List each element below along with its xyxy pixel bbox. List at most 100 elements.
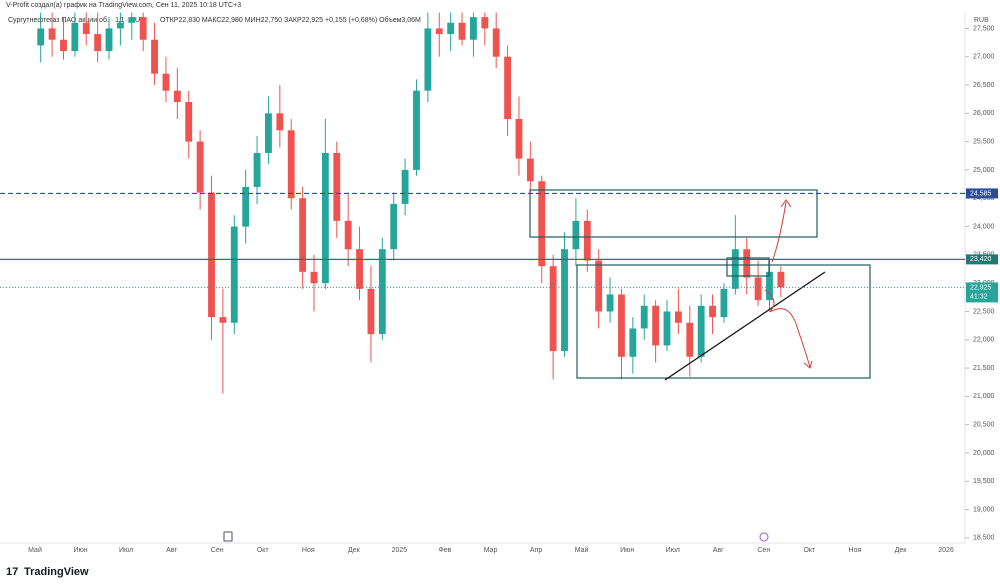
candle-body	[105, 28, 113, 52]
candle-body	[82, 22, 90, 35]
candle-body	[48, 28, 56, 40]
y-tick-label: 20,500	[973, 422, 995, 429]
candle-body	[333, 152, 341, 221]
y-tick-label: 26,000	[973, 110, 995, 117]
candle-body	[424, 28, 432, 91]
x-tick-label: Июн	[73, 547, 87, 554]
y-tick-label: 18,500	[973, 535, 995, 542]
candle-body	[276, 113, 284, 131]
candle-body	[743, 249, 751, 278]
plot	[37, 12, 785, 394]
candle-body	[640, 305, 648, 329]
y-tick-label: 20,000	[973, 450, 995, 457]
attribution: V-Profit создал(а) график на TradingView…	[6, 2, 241, 9]
range-box	[576, 264, 871, 379]
candle-body	[447, 22, 455, 35]
x-tick-label: Май	[28, 546, 42, 554]
x-tick-label: Апр	[530, 547, 542, 554]
small-box	[726, 257, 770, 277]
candle-body	[287, 130, 295, 199]
candle-body	[401, 169, 409, 204]
x-tick-label: Окт	[803, 547, 816, 554]
y-tick-label: 25,500	[973, 138, 995, 145]
y-tick-label: 25,000	[973, 167, 995, 174]
x-tick-label: Ноя	[849, 547, 862, 554]
y-tick-label: 22,000	[973, 337, 995, 344]
x-tick-label: Сен	[211, 547, 224, 554]
candle-body	[629, 328, 637, 357]
candle-body	[561, 249, 568, 352]
x-tick-label: Дек	[348, 547, 361, 554]
candle-body	[299, 198, 307, 272]
candle-body	[413, 90, 420, 170]
candle-body	[128, 17, 136, 23]
x-tick-label: Июн	[620, 547, 634, 554]
brand: TradingView	[24, 566, 89, 578]
candle-body	[481, 17, 489, 29]
candle-body	[367, 288, 375, 335]
y-tick-label: 21,000	[973, 393, 995, 400]
candle-body	[777, 271, 785, 288]
y-tick-label: 22,500	[973, 308, 995, 315]
level-badge	[966, 254, 998, 265]
candle-body	[265, 113, 272, 153]
candle-body	[242, 186, 250, 227]
candle-body	[310, 271, 318, 284]
x-tick-label: Ноя	[302, 547, 315, 554]
level-label: 24,585	[970, 190, 992, 197]
candle-body	[697, 305, 705, 357]
candle-body	[344, 220, 352, 250]
candle-body	[139, 17, 147, 40]
candle-body	[378, 249, 386, 335]
x-tick-label: Фев	[438, 547, 451, 554]
x-tick-label: Май	[575, 546, 589, 554]
currency: RUB	[974, 17, 989, 24]
logo-mark: 17	[6, 566, 18, 578]
candle-body	[731, 249, 739, 289]
candle-body	[390, 203, 398, 250]
arrow-down	[764, 289, 813, 369]
ohlc-legend: ОТКР22,830 МАКС22,980 МИН22,750 ЗАКР22,9…	[160, 16, 421, 24]
candle-body	[253, 152, 261, 187]
y-tick-label: 27,000	[973, 54, 995, 61]
countdown: 41:32	[970, 293, 988, 300]
last-price-badge	[966, 282, 998, 303]
candle-body	[709, 305, 716, 318]
level-label: 23,420	[970, 256, 992, 263]
candle-body	[162, 73, 170, 91]
candle-body	[173, 90, 181, 103]
candle-body	[572, 220, 580, 250]
y-tick-label: 24,000	[973, 223, 995, 230]
candle-body	[754, 277, 762, 301]
candle-body	[595, 260, 603, 312]
x-tick-label: Окт	[257, 547, 270, 554]
y-tick-label: 19,500	[973, 478, 995, 485]
x-tick-label: Мар	[484, 547, 498, 554]
candle-body	[219, 317, 227, 323]
y-tick-label: 21,500	[973, 365, 995, 372]
candle-body	[458, 22, 466, 40]
candle-body	[185, 102, 193, 142]
candle-body	[583, 220, 591, 261]
event-icon[interactable]	[759, 532, 769, 542]
trend-line	[664, 271, 826, 381]
y-tick-label: 27,500	[973, 25, 995, 32]
x-tick-label: Авг	[166, 547, 177, 554]
candle-body	[151, 39, 158, 74]
candle-body	[230, 226, 238, 323]
earnings-icon[interactable]	[223, 531, 233, 542]
chart-title: Сургутнефтегаз ПАО акции об. · 1Д · RUS	[8, 16, 145, 24]
x-tick-label: Дек	[895, 547, 908, 554]
candle-body	[435, 28, 443, 35]
candle-body	[492, 28, 500, 57]
candle-body	[674, 311, 682, 323]
candle-body	[720, 288, 728, 318]
level-badge	[966, 188, 998, 199]
candle-body	[504, 56, 511, 119]
candle-body	[94, 34, 102, 52]
candle-body	[196, 141, 204, 193]
candle-body	[60, 39, 67, 52]
candle-body	[356, 249, 363, 289]
candle-body	[618, 294, 625, 357]
